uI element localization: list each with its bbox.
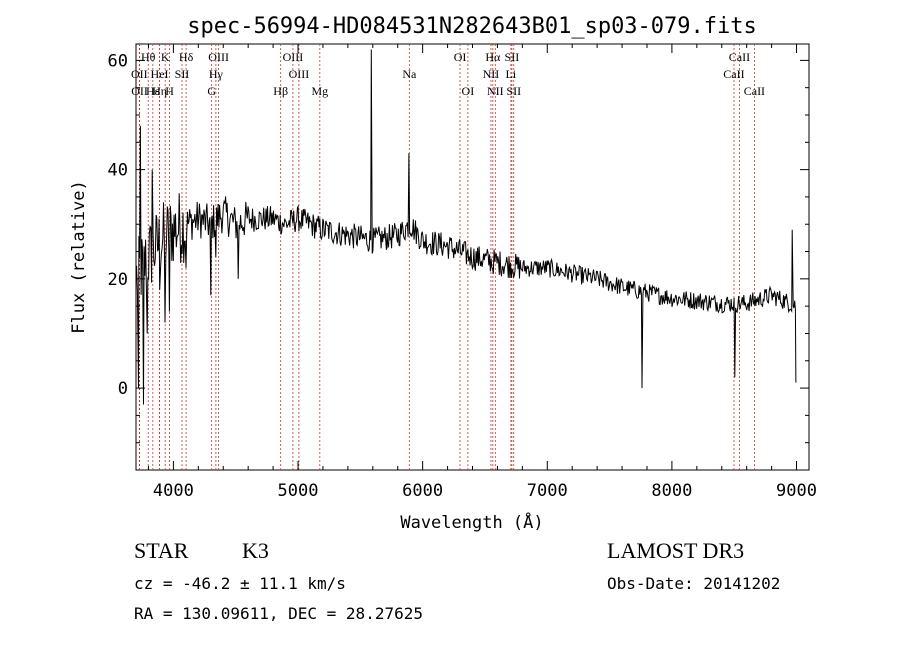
line-label: Hγ — [209, 67, 224, 81]
survey-name: LAMOST DR3 — [607, 538, 745, 563]
line-label: NII — [487, 84, 504, 98]
x-tick-label: 9000 — [776, 481, 817, 501]
chart-title: spec-56994-HD084531N282643B01_sp03-079.f… — [187, 14, 757, 39]
plot-frame — [135, 43, 810, 471]
x-tick-label: 6000 — [402, 481, 443, 501]
x-tick-label: 7000 — [527, 481, 568, 501]
line-label: SII — [506, 84, 521, 98]
line-label: Hε — [146, 84, 160, 98]
line-label: Mg — [311, 84, 328, 98]
x-axis-label: Wavelength (Å) — [400, 511, 543, 533]
observation-date: Obs-Date: 20141202 — [607, 574, 781, 593]
y-axis-label: Flux (relative) — [69, 180, 89, 334]
line-label: OII — [131, 84, 148, 98]
line-label: OIII — [289, 67, 310, 81]
x-axis-ticks: 4000 5000 6000 7000 8000 9000 — [147, 44, 817, 501]
line-label: CaII — [744, 84, 765, 98]
y-tick-label: 60 — [108, 51, 128, 71]
line-label: Hβ — [273, 84, 288, 98]
line-label: SII — [505, 50, 520, 64]
x-tick-label: 5000 — [278, 481, 319, 501]
line-label: Hθ — [141, 50, 156, 64]
y-axis-ticks: 0 20 40 60 — [108, 51, 809, 444]
object-subclass: K3 — [242, 538, 269, 563]
line-label: G — [207, 84, 216, 98]
line-label: Hη — [152, 84, 167, 98]
spectrum-line — [136, 49, 797, 405]
line-label: Hα — [485, 50, 501, 64]
y-tick-label: 20 — [108, 270, 128, 290]
spectral-line-markers — [138, 44, 755, 470]
line-label: K — [161, 50, 170, 64]
line-label: OIII — [208, 50, 229, 64]
redshift-velocity: cz = -46.2 ± 11.1 km/s — [134, 574, 346, 593]
line-label: Na — [402, 67, 417, 81]
line-label: OI — [462, 84, 475, 98]
line-label: CaII — [729, 50, 750, 64]
line-label: OIII — [283, 50, 304, 64]
line-label: Li — [506, 67, 517, 81]
line-label: HeI — [151, 67, 169, 81]
y-tick-label: 0 — [118, 379, 128, 399]
object-class: STAR — [134, 538, 189, 563]
line-label: OI — [454, 50, 467, 64]
line-label: CaII — [723, 67, 744, 81]
x-tick-label: 8000 — [651, 481, 692, 501]
line-label: NII — [483, 67, 500, 81]
coordinates: RA = 130.09611, DEC = 28.27625 — [134, 604, 423, 623]
line-label: SII — [175, 67, 190, 81]
line-label: H — [165, 84, 174, 98]
line-label: Hδ — [179, 50, 194, 64]
x-tick-label: 4000 — [153, 481, 194, 501]
y-tick-label: 40 — [108, 161, 128, 181]
line-label: OII — [131, 67, 148, 81]
